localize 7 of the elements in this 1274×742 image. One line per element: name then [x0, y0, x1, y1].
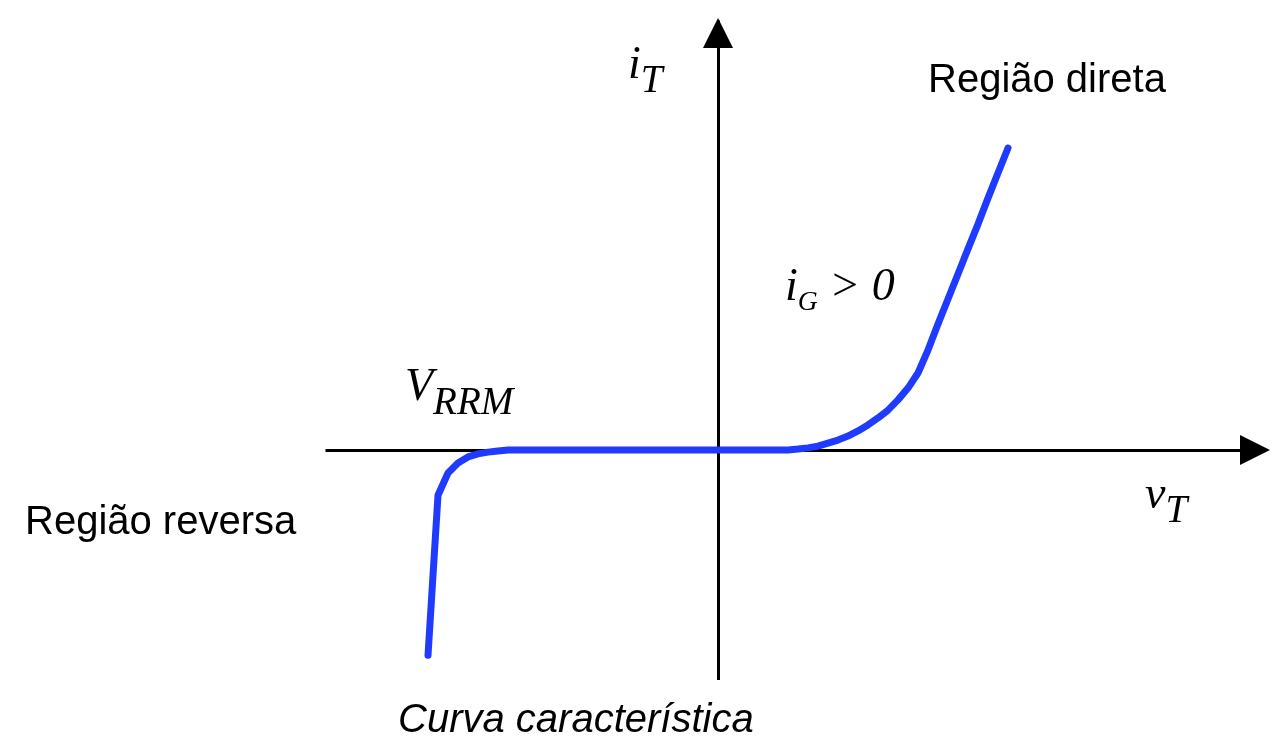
text: Região reversa: [25, 498, 297, 542]
text: Região direta: [928, 56, 1166, 100]
annotation: i$_{G}$ > 0: [785, 259, 895, 316]
annotation: V$_{RRM}$: [405, 359, 514, 422]
y-axis-title: i$_{T}$: [628, 37, 663, 100]
text: Curva característica: [398, 696, 754, 740]
x-axis-title: v$_{T}$: [1145, 467, 1188, 530]
